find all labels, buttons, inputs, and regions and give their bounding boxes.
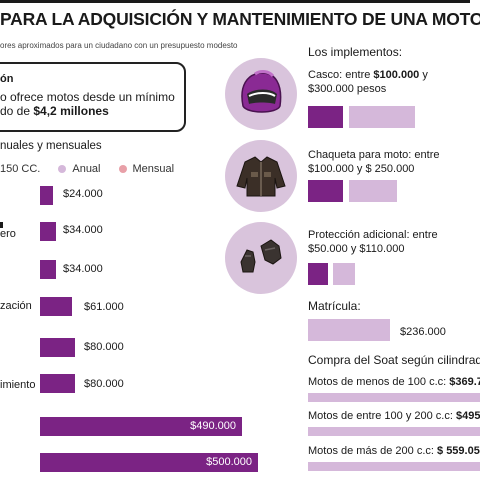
cost-bar (40, 338, 75, 357)
soat-row-label: Motos de menos de 100 c.c: (308, 376, 450, 388)
cost-bar (40, 186, 53, 205)
soat-row-text: Motos de menos de 100 c.c: $369.75 (308, 376, 480, 388)
proteccion-max-bar (333, 263, 355, 285)
cost-bar (40, 260, 56, 279)
matricula-title: Matrícula: (308, 299, 361, 313)
soat-row-value: $369.75 (449, 376, 480, 388)
cost-value: $34.000 (63, 263, 103, 275)
casco-min-price: $100.000 (373, 69, 420, 81)
proteccion-line1: Protección adicional: entre (308, 229, 438, 241)
offer-min-price: $4,2 millones (33, 104, 109, 118)
chaqueta-max-bar (349, 180, 397, 202)
jacket-icon (225, 140, 297, 212)
legend-cc: 150 CC. (0, 163, 41, 175)
chaqueta-text: Chaqueta para moto: entre $100.000 y $ 2… (308, 148, 473, 176)
cost-row-label: zación (0, 300, 32, 312)
gloves-icon (225, 222, 297, 294)
proteccion-min-bar (308, 263, 328, 285)
costs-title: nuales y mensuales (0, 140, 102, 152)
offer-line1: o ofrece motos desde un mínimo (0, 90, 175, 104)
cost-value: $61.000 (84, 301, 124, 313)
legend-annual-dot (58, 165, 67, 173)
implements-title: Los implementos: (308, 45, 403, 59)
cost-bar: $500.000 (40, 453, 258, 472)
offer-line2: do de $4,2 millones (0, 104, 109, 118)
soat-row-value: $ 559.050 (437, 445, 480, 457)
cost-value: $24.000 (63, 188, 103, 200)
soat-bar (308, 393, 480, 402)
cost-row-label: ero (0, 228, 16, 240)
label-fragment-mark (0, 222, 3, 228)
matricula-value: $236.000 (400, 326, 446, 338)
soat-bar (308, 427, 480, 436)
cost-value: $34.000 (63, 224, 103, 236)
chaqueta-line1: Chaqueta para moto: entre (308, 149, 440, 161)
soat-row-text: Motos de más de 200 c.c: $ 559.050 (308, 445, 480, 457)
top-rule (0, 0, 470, 3)
casco-max-price: $300.000 pesos (308, 83, 387, 95)
chaqueta-line2: $100.000 y $ 250.000 (308, 163, 415, 175)
soat-row-value: $495.90 (455, 410, 480, 422)
legend: 150 CC. Anual Mensual (0, 163, 174, 175)
offer-label: ón (0, 73, 14, 85)
cost-bar (40, 222, 56, 241)
helmet-icon (225, 58, 297, 130)
cost-bar (40, 297, 72, 316)
legend-monthly: Mensual (132, 163, 175, 175)
casco-mid: y (419, 69, 428, 81)
soat-row-label: Motos de entre 100 y 200 c.c: (308, 410, 456, 422)
page-subtitle: ores aproximados para un ciudadano con u… (0, 41, 238, 50)
offer-box (0, 62, 186, 132)
soat-row-text: Motos de entre 100 y 200 c.c: $495.90 (308, 410, 480, 422)
casco-prefix: Casco: entre (308, 69, 374, 81)
casco-text: Casco: entre $100.000 y $300.000 pesos (308, 68, 468, 96)
legend-monthly-dot (118, 165, 127, 173)
legend-annual: Anual (72, 163, 101, 175)
soat-title: Compra del Soat según cilindrada (308, 353, 480, 367)
casco-max-bar (349, 106, 415, 128)
proteccion-text: Protección adicional: entre $50.000 y $1… (308, 228, 473, 256)
cost-bar: $490.000 (40, 417, 242, 436)
proteccion-line2: $50.000 y $110.000 (308, 243, 405, 255)
soat-row-label: Motos de más de 200 c.c: (308, 445, 438, 457)
cost-bar (40, 374, 75, 393)
page-title: PARA LA ADQUISICIÓN Y MANTENIMIENTO DE U… (0, 9, 480, 29)
cost-value: $80.000 (84, 341, 124, 353)
casco-min-bar (308, 106, 343, 128)
matricula-bar (308, 319, 390, 341)
cost-value: $80.000 (84, 378, 124, 390)
offer-line2-prefix: do de (0, 104, 34, 118)
soat-bar (308, 462, 480, 471)
cost-row-label: imiento (0, 379, 36, 391)
chaqueta-min-bar (308, 180, 343, 202)
